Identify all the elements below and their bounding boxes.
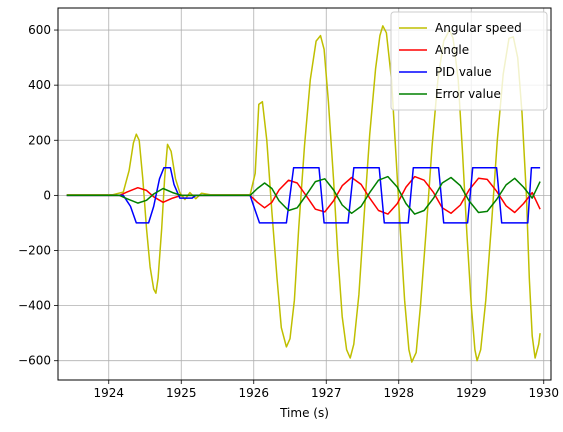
x-tick-label: 1930 <box>528 386 559 400</box>
x-tick-label: 1927 <box>311 386 342 400</box>
y-tick-label: 600 <box>28 23 51 37</box>
y-tick-label: 200 <box>28 133 51 147</box>
series-line-angle <box>66 175 541 215</box>
axes-frame <box>57 7 552 381</box>
x-tick-label: 1924 <box>93 386 124 400</box>
x-axis-ticks: 1924 1925 1926 1927 1928 1929 1930 <box>93 380 559 400</box>
x-tick-label: 1926 <box>238 386 269 400</box>
series-line-pid-value <box>66 167 541 224</box>
x-tick-label: 1929 <box>456 386 487 400</box>
y-axis-ticks: −600 −400 −200 0 200 400 600 <box>18 23 58 368</box>
y-tick-label: −200 <box>18 243 51 257</box>
y-tick-label: 400 <box>28 78 51 92</box>
series-line-angular-speed <box>66 25 541 363</box>
y-tick-label: −400 <box>18 299 51 313</box>
legend-label: Angle <box>435 43 469 57</box>
series-lines <box>66 25 541 363</box>
y-tick-label: 0 <box>43 188 51 202</box>
x-tick-label: 1925 <box>166 386 197 400</box>
legend-label: Angular speed <box>435 21 522 35</box>
series-line-error-value <box>66 175 541 215</box>
legend-box <box>390 11 548 111</box>
y-tick-label: −600 <box>18 354 51 368</box>
x-axis-label: Time (s) <box>279 406 329 420</box>
legend-label: PID value <box>435 65 492 79</box>
legend: Angular speed Angle PID value Error value <box>390 11 548 111</box>
x-tick-label: 1928 <box>383 386 414 400</box>
legend-label: Error value <box>435 87 501 101</box>
